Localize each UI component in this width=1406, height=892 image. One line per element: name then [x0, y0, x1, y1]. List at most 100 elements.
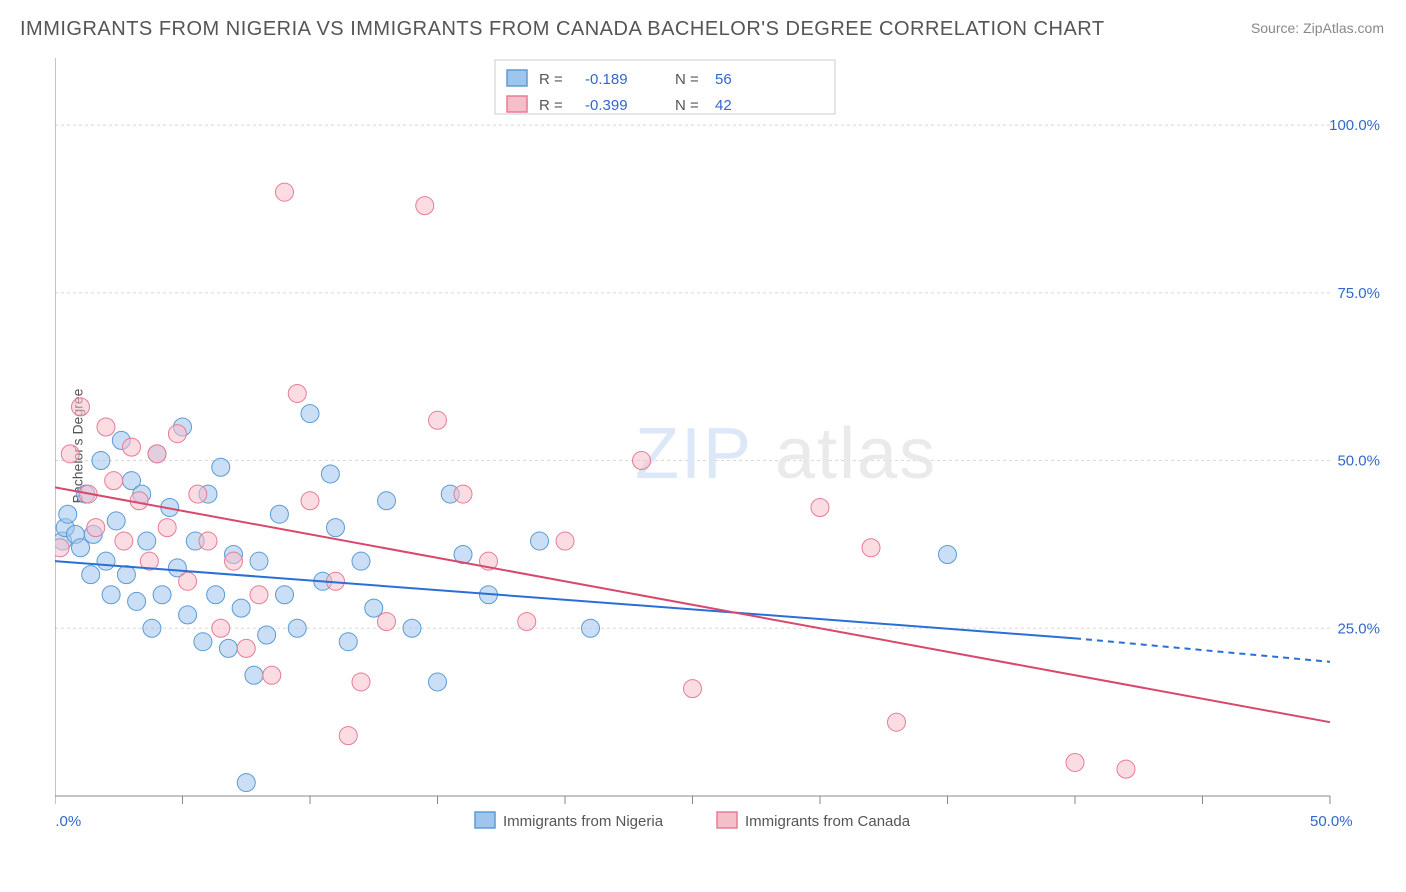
scatter-chart: ZIP atlas R = -0.189 N = 56 R = -0.399 N = 42 25…	[55, 58, 1385, 833]
data-point	[365, 599, 383, 617]
data-point	[556, 532, 574, 550]
data-point	[939, 545, 957, 563]
data-point	[250, 552, 268, 570]
data-point	[138, 532, 156, 550]
trend-line-extrapolated	[1075, 638, 1330, 661]
data-point	[582, 619, 600, 637]
data-point	[199, 532, 217, 550]
data-point	[250, 586, 268, 604]
data-point	[518, 613, 536, 631]
data-point	[153, 586, 171, 604]
watermark-zip: ZIP	[635, 414, 753, 494]
data-point	[263, 666, 281, 684]
data-point	[212, 458, 230, 476]
data-point	[158, 519, 176, 537]
source-attribution: Source: ZipAtlas.com	[1251, 20, 1384, 36]
legend-swatch	[507, 70, 527, 86]
data-point	[416, 197, 434, 215]
legend-swatch	[717, 812, 737, 828]
data-point	[72, 539, 90, 557]
data-point	[352, 673, 370, 691]
y-tick-label: 100.0%	[1329, 117, 1380, 134]
data-point	[237, 639, 255, 657]
data-point	[179, 606, 197, 624]
data-point	[276, 586, 294, 604]
data-point	[327, 519, 345, 537]
data-point	[148, 445, 166, 463]
data-point	[168, 425, 186, 443]
data-point	[143, 619, 161, 637]
data-point	[245, 666, 263, 684]
data-point	[352, 552, 370, 570]
y-tick-label: 75.0%	[1337, 285, 1380, 302]
data-point	[105, 472, 123, 490]
legend-n-label: N =	[675, 71, 699, 88]
data-point	[59, 505, 77, 523]
watermark-atlas: atlas	[775, 414, 937, 494]
data-point	[633, 452, 651, 470]
data-point	[862, 539, 880, 557]
data-point	[87, 519, 105, 537]
legend-series-label: Immigrants from Canada	[745, 813, 911, 830]
data-point	[403, 619, 421, 637]
data-point	[207, 586, 225, 604]
data-point	[55, 539, 69, 557]
data-point	[276, 183, 294, 201]
y-tick-label: 25.0%	[1337, 620, 1380, 637]
data-point	[429, 411, 447, 429]
legend-r-value: -0.399	[585, 97, 628, 114]
legend-n-value: 56	[715, 71, 732, 88]
data-point	[212, 619, 230, 637]
legend-r-label: R =	[539, 71, 563, 88]
data-point	[288, 384, 306, 402]
data-point	[72, 398, 90, 416]
x-tick-label: 0.0%	[55, 813, 81, 830]
data-point	[684, 680, 702, 698]
data-point	[128, 592, 146, 610]
data-point	[339, 727, 357, 745]
y-tick-label: 50.0%	[1337, 453, 1380, 470]
legend-n-label: N =	[675, 97, 699, 114]
data-point	[429, 673, 447, 691]
data-point	[888, 713, 906, 731]
data-point	[321, 465, 339, 483]
data-point	[301, 492, 319, 510]
data-point	[194, 633, 212, 651]
data-point	[258, 626, 276, 644]
data-point	[1117, 760, 1135, 778]
data-point	[97, 552, 115, 570]
data-point	[179, 572, 197, 590]
data-point	[1066, 753, 1084, 771]
data-point	[378, 492, 396, 510]
data-point	[61, 445, 79, 463]
legend-r-value: -0.189	[585, 71, 628, 88]
data-point	[107, 512, 125, 530]
legend-swatch	[507, 96, 527, 112]
data-point	[232, 599, 250, 617]
data-point	[288, 619, 306, 637]
legend-r-label: R =	[539, 97, 563, 114]
data-point	[82, 566, 100, 584]
legend-n-value: 42	[715, 97, 732, 114]
data-point	[102, 586, 120, 604]
data-point	[237, 774, 255, 792]
chart-title: IMMIGRANTS FROM NIGERIA VS IMMIGRANTS FR…	[20, 18, 1105, 41]
data-point	[92, 452, 110, 470]
data-point	[117, 566, 135, 584]
legend-series-label: Immigrants from Nigeria	[503, 813, 664, 830]
data-point	[123, 438, 141, 456]
data-point	[97, 418, 115, 436]
data-point	[225, 552, 243, 570]
data-point	[339, 633, 357, 651]
data-point	[454, 485, 472, 503]
x-tick-label: 50.0%	[1310, 813, 1353, 830]
legend-swatch	[475, 812, 495, 828]
data-point	[219, 639, 237, 657]
data-point	[115, 532, 133, 550]
data-point	[811, 499, 829, 517]
data-point	[270, 505, 288, 523]
data-point	[531, 532, 549, 550]
data-point	[378, 613, 396, 631]
data-point	[301, 405, 319, 423]
data-point	[189, 485, 207, 503]
